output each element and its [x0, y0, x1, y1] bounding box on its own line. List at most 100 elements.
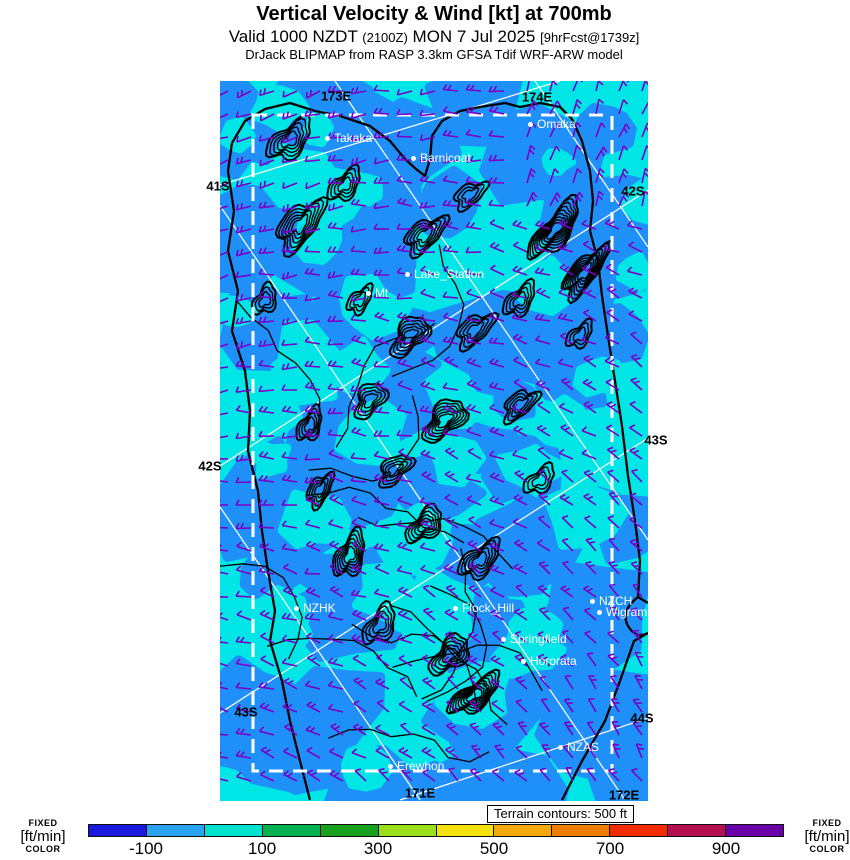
colorbar-tick--100: -100	[128, 839, 164, 858]
wind-barb	[562, 629, 574, 644]
terrain-contour-ring	[512, 290, 527, 308]
wind-barb	[549, 81, 558, 92]
wind-barb	[350, 135, 367, 142]
wind-barb	[422, 607, 436, 621]
wind-barb	[235, 179, 252, 188]
wind-barb	[235, 405, 252, 414]
terrain-contour-ring	[434, 640, 465, 671]
wind-barb	[444, 494, 459, 506]
wind-barb	[587, 675, 597, 690]
wind-barb	[329, 585, 344, 598]
wind-barb	[488, 337, 505, 345]
wind-barb	[373, 430, 390, 437]
wind-barb	[419, 496, 436, 506]
colorbar-segment	[320, 825, 379, 836]
lift-patch	[582, 730, 648, 801]
wind-barb	[282, 702, 298, 713]
wind-barb	[305, 89, 321, 99]
wind-barb	[561, 515, 574, 529]
wind-barb	[220, 274, 229, 280]
wind-barb	[281, 405, 298, 414]
wind-barb	[583, 585, 597, 598]
wind-barb	[373, 542, 390, 552]
wind-barb	[327, 110, 344, 119]
wind-barb	[470, 744, 482, 759]
wind-barb	[281, 520, 298, 529]
wind-barb	[626, 266, 643, 276]
units-fixed-label: FIXED	[812, 818, 842, 828]
wind-barb	[537, 446, 551, 460]
wind-barb	[220, 90, 229, 97]
wind-barb	[630, 331, 643, 345]
wind-barb	[281, 432, 298, 439]
graticule-label-43s: 43S	[234, 704, 258, 720]
wind-barb	[327, 657, 344, 667]
wind-barb	[632, 629, 643, 644]
wind-barb	[376, 654, 390, 667]
terrain-contour-ring	[546, 221, 564, 240]
wind-barb	[373, 247, 390, 255]
wind-barb	[235, 565, 252, 575]
wind-barb	[420, 380, 436, 391]
wind-barb	[258, 430, 275, 438]
terrain-contour-ring	[269, 117, 308, 157]
wind-barb	[327, 360, 344, 368]
wind-barb	[587, 698, 597, 713]
terrain-contour-ring	[290, 213, 309, 236]
wind-barb	[283, 586, 298, 598]
wind-barb	[581, 264, 597, 276]
wind-barb	[328, 519, 344, 529]
terrain-contour-ring	[427, 632, 471, 677]
wind-barb	[603, 243, 620, 253]
wind-barb	[469, 768, 482, 782]
wind-barb	[582, 240, 597, 253]
wind-barb	[236, 772, 252, 782]
terrain-contour-ring	[382, 457, 413, 485]
wind-barb	[327, 85, 344, 93]
terrain-contour-ring	[402, 328, 420, 345]
terrain-contour-line	[335, 322, 436, 448]
wind-barb	[306, 632, 321, 644]
wind-barb	[491, 699, 505, 713]
map-canvas	[220, 81, 648, 801]
terrain-contour-ring	[305, 470, 336, 512]
wind-barb	[235, 317, 252, 325]
wind-barb	[220, 612, 229, 621]
wind-barb	[605, 424, 620, 437]
graticule-line	[334, 81, 648, 541]
wind-barb	[375, 724, 390, 736]
wind-barb	[584, 630, 597, 644]
wind-barb	[281, 474, 298, 483]
wind-barb	[399, 676, 413, 690]
wind-barb	[220, 251, 229, 256]
wind-barb	[350, 384, 367, 392]
wind-barb	[281, 362, 298, 371]
coastline-west	[226, 142, 312, 801]
graticule-line	[220, 204, 626, 801]
wind-barb	[353, 677, 367, 690]
wind-barb	[420, 265, 436, 276]
wind-barb	[445, 746, 459, 759]
wind-barb	[258, 450, 275, 460]
wind-barb	[304, 245, 321, 253]
wind-barb	[582, 287, 597, 299]
wind-barb	[608, 560, 620, 575]
wind-barb	[281, 227, 298, 234]
wind-barb	[396, 293, 413, 300]
wind-barb	[585, 537, 597, 552]
graticule-label-172e: 172E	[608, 787, 640, 803]
wind-barb	[489, 241, 505, 253]
wind-barb	[538, 469, 551, 483]
wind-barb	[220, 343, 229, 348]
wind-barb	[258, 359, 275, 368]
wind-barb	[538, 722, 551, 736]
wind-barb	[468, 562, 482, 575]
wind-barb	[420, 288, 436, 299]
wind-barb	[220, 159, 229, 165]
wind-barb	[632, 721, 643, 736]
wind-barb	[572, 168, 583, 184]
wind-barb	[538, 561, 551, 575]
wind-barb	[373, 450, 390, 460]
wind-barb	[558, 243, 574, 253]
wind-barb	[283, 747, 298, 759]
